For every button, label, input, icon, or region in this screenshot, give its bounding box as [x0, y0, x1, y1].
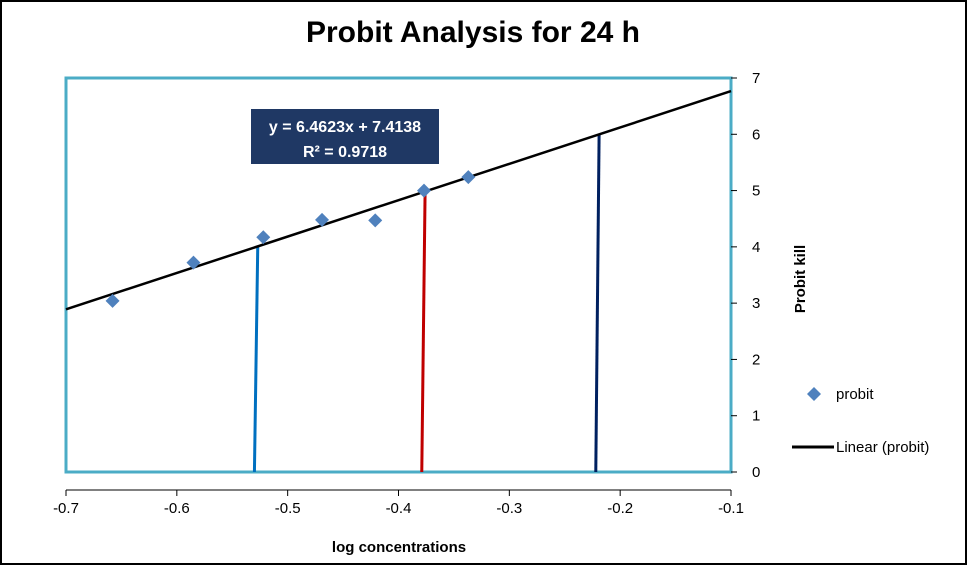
equation-line-2: R² = 0.9718 — [303, 144, 387, 161]
y-tick-label: 0 — [752, 464, 760, 481]
legend: probit Linear (probit) — [792, 386, 929, 456]
x-tick-label: -0.3 — [496, 500, 522, 517]
data-point — [186, 255, 201, 270]
data-point — [105, 293, 120, 308]
y-tick-label: 1 — [752, 408, 760, 425]
reference-line — [420, 190, 427, 473]
trendline — [65, 89, 732, 311]
y-axis-label: Probit kill — [792, 245, 809, 313]
equation-background — [251, 109, 439, 164]
reference-line — [594, 134, 601, 473]
x-tick-label: -0.4 — [386, 500, 412, 517]
reference-line — [252, 246, 260, 473]
legend-probit-label: probit — [836, 386, 874, 403]
y-axis-ticks: 0 1 2 3 4 5 6 7 — [731, 70, 760, 481]
y-tick-label: 6 — [752, 126, 760, 143]
y-tick-label: 2 — [752, 351, 760, 368]
data-point — [256, 230, 271, 245]
legend-probit-marker — [807, 387, 821, 401]
y-tick-label: 7 — [752, 70, 760, 87]
data-point — [416, 183, 431, 198]
reference-lines — [252, 134, 601, 473]
legend-linear-label: Linear (probit) — [836, 439, 929, 456]
y-tick-label: 5 — [752, 183, 760, 200]
plot-area — [64, 76, 733, 474]
trendline-group — [65, 89, 732, 311]
y-tick-label: 3 — [752, 295, 760, 312]
x-tick-label: -0.6 — [164, 500, 190, 517]
data-point — [461, 170, 476, 185]
data-points — [105, 170, 476, 308]
x-axis-label: log concentrations — [332, 539, 466, 556]
equation-line-1: y = 6.4623x + 7.4138 — [269, 119, 421, 136]
chart-title: Probit Analysis for 24 h — [306, 16, 640, 49]
data-point — [368, 213, 383, 228]
x-axis-ticks: -0.7 -0.6 -0.5 -0.4 -0.3 -0.2 -0.1 — [53, 489, 744, 517]
data-point — [315, 212, 330, 227]
equation-box: y = 6.4623x + 7.4138 R² = 0.9718 — [251, 109, 439, 164]
x-tick-label: -0.7 — [53, 500, 79, 517]
x-tick-label: -0.5 — [275, 500, 301, 517]
x-tick-label: -0.2 — [607, 500, 633, 517]
plot-border — [64, 76, 733, 474]
y-tick-label: 4 — [752, 239, 760, 256]
x-tick-label: -0.1 — [718, 500, 744, 517]
